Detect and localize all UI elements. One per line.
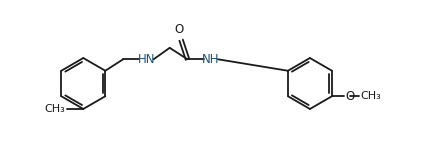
Text: O: O <box>174 23 184 36</box>
Text: CH₃: CH₃ <box>45 104 65 114</box>
Text: NH: NH <box>202 53 220 66</box>
Text: O: O <box>346 90 355 103</box>
Text: CH₃: CH₃ <box>361 91 382 101</box>
Text: HN: HN <box>138 53 155 66</box>
